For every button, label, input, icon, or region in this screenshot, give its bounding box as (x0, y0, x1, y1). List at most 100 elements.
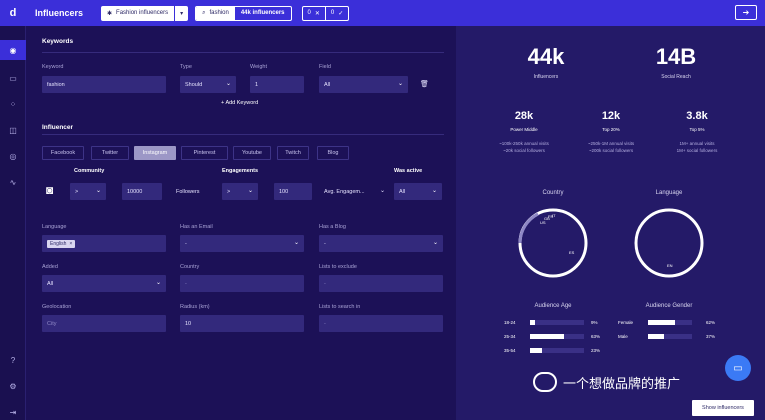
message-icon: ▭ (733, 362, 743, 374)
type-value: Should (185, 81, 203, 88)
lists-exclude-label: Lists to exclude (319, 264, 357, 270)
tier-value: 28k (514, 110, 534, 122)
tab-twitter[interactable]: Twitter (91, 146, 129, 160)
top-bar: d Influencers ✱ Fashion influencers ▾ ⌕ fa… (0, 0, 765, 26)
keyword-summary[interactable]: ⌕ fashion 44k influencers (195, 5, 292, 21)
community-label: Community (74, 168, 105, 174)
country-label-us: US (540, 220, 546, 225)
language-chip-text: English (50, 240, 67, 247)
tab-twitch[interactable]: Twitch (277, 146, 309, 160)
field-select[interactable]: All ⌄ (319, 76, 408, 93)
type-label: Type (180, 64, 192, 70)
lists-exclude-input[interactable]: - (319, 275, 443, 292)
age-bar (530, 333, 565, 339)
list-selector[interactable]: ✱ Fashion influencers ▾ (101, 5, 189, 21)
app-logo[interactable]: d (9, 7, 17, 19)
community-input[interactable]: 10000 (122, 183, 162, 200)
divider (42, 134, 444, 135)
logout-icon[interactable]: ⇥ (9, 407, 17, 417)
include-counter[interactable]: 0 ✓ (324, 6, 348, 20)
influencers-nav-icon[interactable]: ◉ (0, 40, 26, 60)
network-nav-icon[interactable]: ⁘ (9, 99, 17, 109)
activity-nav-icon[interactable]: ∿ (9, 177, 17, 187)
keyword-input[interactable]: fashion (42, 76, 166, 93)
influencers-stat: 44k (527, 44, 565, 69)
has-email-label: Has an Email (180, 224, 213, 230)
age-label: 25-34 (504, 333, 516, 339)
engagements-operator-select[interactable]: > ⌄ (222, 183, 258, 200)
age-label: 18-24 (504, 319, 516, 325)
target-nav-icon[interactable]: ◎ (9, 151, 17, 161)
was-active-select[interactable]: All ⌄ (394, 183, 442, 200)
language-chip[interactable]: English × (47, 239, 76, 248)
lists-search-input[interactable]: - (319, 315, 443, 332)
inbox-nav-icon[interactable]: ▭ (9, 73, 17, 83)
added-value: All (47, 280, 54, 287)
gender-bar (648, 319, 676, 325)
campaign-nav-icon[interactable]: ◫ (9, 125, 17, 135)
chevron-down-icon: ⌄ (431, 188, 437, 194)
geolocation-input[interactable]: City (42, 315, 166, 332)
chevron-down-icon: ⌄ (293, 240, 299, 246)
age-pct: 9% (591, 319, 598, 325)
radius-input[interactable]: 10 (180, 315, 304, 332)
type-select[interactable]: Should ⌄ (180, 76, 236, 93)
language-donut-chart: EN (634, 208, 704, 278)
exclude-counter[interactable]: 0 ✕ (303, 7, 325, 20)
engagements-value: 100 (279, 188, 289, 195)
chevron-down-icon[interactable]: ▾ (174, 5, 188, 21)
community-value: 10000 (127, 188, 143, 195)
help-icon[interactable]: ? (10, 355, 16, 365)
show-influencers-button[interactable]: Show influencers (692, 400, 754, 416)
country-input[interactable]: - (180, 275, 304, 292)
keywords-section-title: Keywords (42, 38, 74, 45)
tier-line: ~200k social followers (588, 148, 634, 153)
tier-line: 1M+ annual visits (679, 141, 715, 146)
add-keyword-button[interactable]: + Add Keyword (221, 100, 259, 106)
age-pct: 63% (591, 333, 601, 339)
age-bar (530, 319, 535, 325)
avg-engagement-select[interactable]: Avg. Engagem... (324, 189, 365, 195)
country-chart-title: Country (542, 190, 564, 196)
was-active-value: All (399, 188, 406, 195)
tab-facebook[interactable]: Facebook (42, 146, 84, 160)
has-blog-select[interactable]: - ⌄ (319, 235, 443, 252)
watermark-text: 一个想做品牌的推广 (563, 375, 681, 391)
country-label: Country (180, 264, 200, 270)
field-value: All (324, 81, 331, 88)
geolocation-placeholder: City (47, 320, 57, 327)
trash-icon[interactable]: 🗑 (420, 81, 429, 88)
country-label-it: IT (552, 213, 556, 218)
gear-icon[interactable]: ⚙ (9, 381, 17, 391)
engagements-operator: > (227, 188, 231, 195)
weight-label: Weight (250, 64, 268, 70)
list-icon: ✱ (107, 10, 113, 17)
community-operator-select[interactable]: > ⌄ (70, 183, 106, 200)
tier-line: ~100k-250k annual visits (499, 141, 549, 146)
export-button[interactable]: ➔ (735, 5, 757, 20)
radius-label: Radius (km) (180, 304, 210, 310)
tab-youtube[interactable]: Youtube (233, 146, 271, 160)
language-input[interactable]: English × (42, 235, 166, 252)
weight-input[interactable]: 1 (250, 76, 304, 93)
chevron-down-icon: ⌄ (225, 81, 231, 87)
followers-label: Followers (176, 189, 200, 195)
keyword-value: fashion (47, 81, 65, 88)
chevron-down-icon[interactable]: ⌄ (380, 188, 386, 194)
close-icon[interactable]: × (69, 240, 73, 247)
tab-pinterest[interactable]: Pinterest (181, 146, 228, 160)
tab-blog[interactable]: Blog (317, 146, 349, 160)
instagram-icon: ◙ (46, 183, 54, 197)
added-select[interactable]: All ⌄ (42, 275, 166, 292)
chat-button[interactable]: ▭ (725, 355, 751, 381)
add-keyword-label: Add Keyword (225, 100, 259, 106)
has-email-select[interactable]: - ⌄ (180, 235, 304, 252)
language-label-en: EN (667, 263, 673, 268)
was-active-label: Was active (394, 168, 423, 174)
tab-instagram[interactable]: Instagram (134, 146, 176, 160)
engagements-input[interactable]: 100 (274, 183, 312, 200)
country-donut-chart: US GB FR IT ES (518, 208, 588, 278)
reach-stat-label: Social Reach (661, 74, 691, 80)
exclude-count: 0 (307, 10, 311, 16)
audience-age-title: Audience Age (534, 303, 572, 309)
